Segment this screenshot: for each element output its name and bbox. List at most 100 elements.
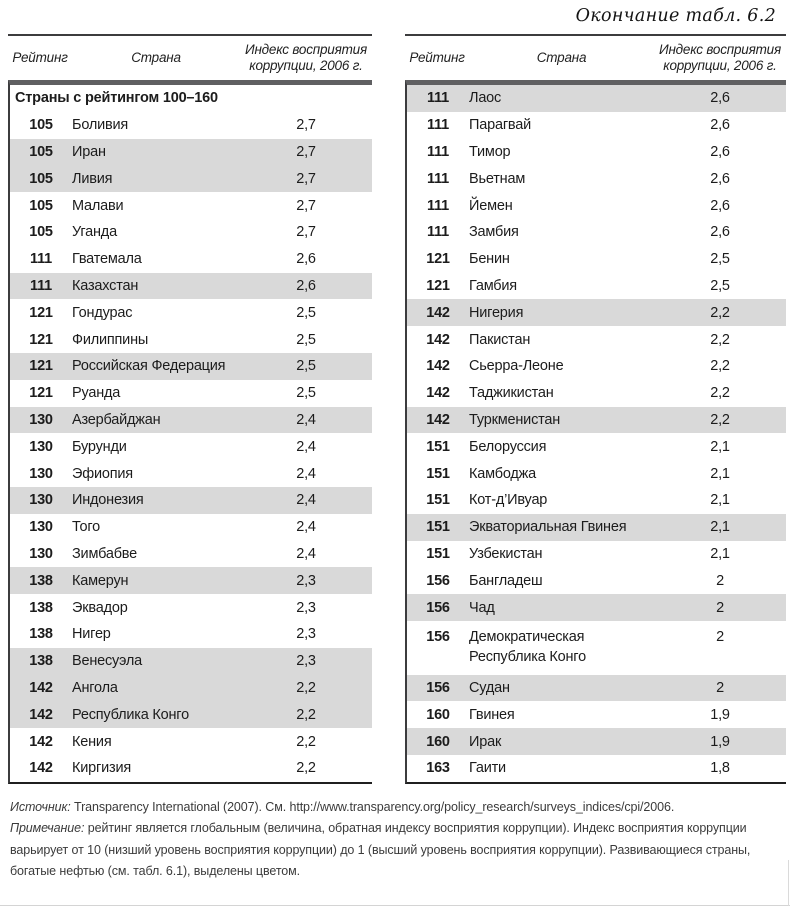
rank-cell: 142 <box>29 733 53 750</box>
table-row: 142 Туркменистан 2,2 <box>407 406 786 434</box>
source-text: Transparency International (2007). См. h… <box>74 799 675 814</box>
country-cell: Уганда <box>72 224 117 241</box>
page-title: Окончание табл. 6.2 <box>575 6 776 26</box>
country-cell: Пакистан <box>469 331 531 348</box>
country-cell: Республика Конго <box>72 706 189 723</box>
column-header-country: Страна <box>131 50 181 65</box>
right-table-body: 111 Лаос 2,6 111 Парагвай 2,6 111 Тимор … <box>405 80 786 784</box>
rank-cell: 111 <box>427 224 449 241</box>
table-continuation-caption: Окончание табл. 6.2 <box>8 6 784 34</box>
value-cell: 2,6 <box>296 251 316 268</box>
value-cell: 2,5 <box>296 304 316 321</box>
page-edge-line-right <box>788 860 789 906</box>
country-cell: Нигер <box>72 626 111 643</box>
rank-cell: 130 <box>29 545 53 562</box>
footnotes: Источник: Transparency International (20… <box>10 797 782 883</box>
rank-cell: 111 <box>427 170 449 187</box>
rank-cell: 142 <box>29 760 53 777</box>
value-cell: 2,4 <box>296 411 316 428</box>
table-row: 163 Гаити 1,8 <box>407 755 786 782</box>
value-cell: 2,3 <box>296 653 316 670</box>
rank-cell: 130 <box>29 465 53 482</box>
rank-cell: 105 <box>29 143 53 160</box>
country-cell: Казахстан <box>72 277 139 294</box>
table-row: 111 Гватемала 2,6 <box>10 246 372 273</box>
document-page: Окончание табл. 6.2 Рейтинг Страна Индек… <box>8 6 786 883</box>
table-row: 111 Лаос 2,6 <box>407 85 786 112</box>
table-row: 151 Экваториальная Гвинея 2,1 <box>407 513 786 541</box>
table-row: 121 Руанда 2,5 <box>10 380 372 407</box>
rank-cell: 105 <box>29 224 53 241</box>
table-row: 156 Бангладеш 2 <box>407 567 786 594</box>
tables-container: Рейтинг Страна Индекс восприятия коррупц… <box>8 34 786 784</box>
table-row: 138 Эквадор 2,3 <box>10 594 372 621</box>
rank-cell: 142 <box>426 385 450 402</box>
column-header-index: Индекс восприятия коррупции, 2006 г. <box>658 42 781 73</box>
value-cell: 1,8 <box>710 760 730 777</box>
country-cell: Камерун <box>72 572 129 589</box>
country-cell: Киргизия <box>72 760 131 777</box>
rank-cell: 142 <box>426 358 450 375</box>
table-row: 142 Ангола 2,2 <box>10 674 372 702</box>
value-cell: 2,7 <box>296 224 316 241</box>
value-cell: 2,2 <box>296 760 316 777</box>
rank-cell: 138 <box>29 653 53 670</box>
rank-cell: 142 <box>29 706 53 723</box>
country-cell: Туркменистан <box>469 411 561 428</box>
rank-cell: 160 <box>426 706 450 723</box>
value-cell: 2,7 <box>296 197 316 214</box>
left-table-rows: 105 Боливия 2,7 105 Иран 2,7 105 Ливия 2… <box>10 112 372 782</box>
value-cell: 2 <box>716 599 724 616</box>
table-row: 111 Парагвай 2,6 <box>407 112 786 139</box>
value-cell: 2,6 <box>710 143 730 160</box>
value-cell: 2,6 <box>710 224 730 241</box>
right-table-header: Рейтинг Страна Индекс восприятия коррупц… <box>405 34 786 80</box>
table-row: 121 Гондурас 2,5 <box>10 299 372 326</box>
country-cell: Малави <box>72 197 124 214</box>
table-row: 156 Чад 2 <box>407 594 786 621</box>
rank-cell: 156 <box>426 679 450 696</box>
value-cell: 2,4 <box>296 465 316 482</box>
page-edge-line <box>0 905 790 906</box>
rank-cell: 130 <box>29 411 53 428</box>
country-cell: Замбия <box>469 224 519 241</box>
value-cell: 2,4 <box>296 438 316 455</box>
value-cell: 2,4 <box>296 545 316 562</box>
rank-cell: 151 <box>426 465 450 482</box>
table-row: 105 Боливия 2,7 <box>10 112 372 139</box>
rank-cell: 163 <box>426 760 450 777</box>
country-cell: Ангола <box>72 679 118 696</box>
value-cell: 2,5 <box>710 277 730 294</box>
rank-cell: 138 <box>29 572 53 589</box>
rank-cell: 151 <box>426 545 450 562</box>
value-cell: 2 <box>716 628 724 645</box>
table-row: 151 Белоруссия 2,1 <box>407 433 786 460</box>
table-row: 160 Ирак 1,9 <box>407 728 786 755</box>
group-header-row: Страны с рейтингом 100–160 <box>15 90 218 107</box>
country-cell: Иран <box>72 143 106 160</box>
table-row: 156 Демократическая Республика Конго 2 <box>407 621 786 675</box>
value-cell: 2,5 <box>710 251 730 268</box>
rank-cell: 121 <box>29 358 53 375</box>
rank-cell: 105 <box>29 197 53 214</box>
table-row: 130 Того 2,4 <box>10 514 372 541</box>
table-row: 130 Индонезия 2,4 <box>10 486 372 514</box>
value-cell: 2,2 <box>710 304 730 321</box>
left-table-body: Страны с рейтингом 100–160 105 Боливия 2… <box>8 80 372 784</box>
value-cell: 2,3 <box>296 572 316 589</box>
column-header-country: Страна <box>536 50 587 65</box>
table-row: 130 Бурунди 2,4 <box>10 433 372 460</box>
rank-cell: 130 <box>29 492 53 509</box>
country-cell: Руанда <box>72 385 121 402</box>
country-cell: Эквадор <box>72 599 128 616</box>
country-cell: Чад <box>469 599 495 616</box>
rank-cell: 151 <box>426 438 450 455</box>
table-row: 160 Гвинея 1,9 <box>407 701 786 728</box>
rank-cell: 142 <box>426 331 450 348</box>
rank-cell: 121 <box>29 385 53 402</box>
country-cell: Эфиопия <box>72 465 133 482</box>
rank-cell: 151 <box>426 492 450 509</box>
column-header-rank: Рейтинг <box>409 50 465 65</box>
country-cell: Белоруссия <box>469 438 547 455</box>
table-row: 151 Узбекистан 2,1 <box>407 541 786 568</box>
